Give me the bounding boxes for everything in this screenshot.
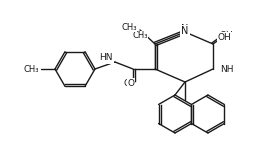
Text: CH₃: CH₃ [122, 23, 137, 31]
Text: NH: NH [220, 64, 234, 74]
Text: O: O [128, 79, 134, 87]
Text: OH: OH [218, 33, 232, 41]
Text: O: O [123, 79, 130, 87]
Text: OH: OH [220, 31, 234, 40]
Text: N: N [181, 26, 189, 36]
Text: CH₃: CH₃ [133, 31, 148, 40]
Text: HN: HN [99, 53, 113, 63]
Text: N: N [181, 24, 189, 34]
Text: CH₃: CH₃ [23, 64, 39, 74]
Text: HN: HN [100, 54, 114, 64]
Text: NH: NH [221, 64, 234, 74]
